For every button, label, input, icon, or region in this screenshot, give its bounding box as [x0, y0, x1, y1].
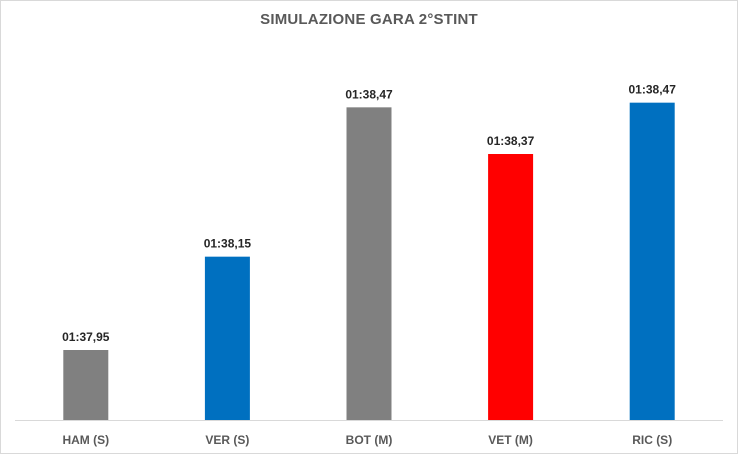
- data-label-2: 01:38,47: [345, 87, 393, 101]
- bar-1: [204, 256, 250, 420]
- bar-2: [346, 107, 392, 420]
- chart-title: SIMULAZIONE GARA 2°STINT: [260, 11, 478, 28]
- data-label-4: 01:38,47: [629, 83, 677, 97]
- category-label-4: RIC (S): [632, 433, 672, 447]
- data-label-1: 01:38,15: [204, 237, 252, 251]
- category-label-1: VER (S): [205, 433, 249, 447]
- category-label-0: HAM (S): [62, 433, 109, 447]
- category-label-3: VET (M): [488, 433, 533, 447]
- bar-chart: 01:37,95 01:38,15 01:38,47 01:38,37 01:38,47…: [15, 83, 723, 447]
- category-label-2: BOT (M): [346, 433, 393, 447]
- data-label-0: 01:37,95: [62, 330, 110, 344]
- bar-0: [63, 350, 109, 420]
- bar-4: [629, 102, 675, 421]
- data-label-3: 01:38,37: [487, 134, 535, 148]
- bar-3: [488, 154, 534, 420]
